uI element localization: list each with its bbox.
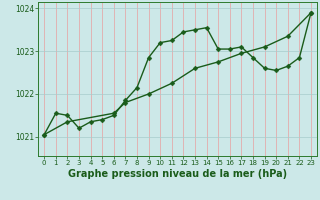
X-axis label: Graphe pression niveau de la mer (hPa): Graphe pression niveau de la mer (hPa): [68, 169, 287, 179]
